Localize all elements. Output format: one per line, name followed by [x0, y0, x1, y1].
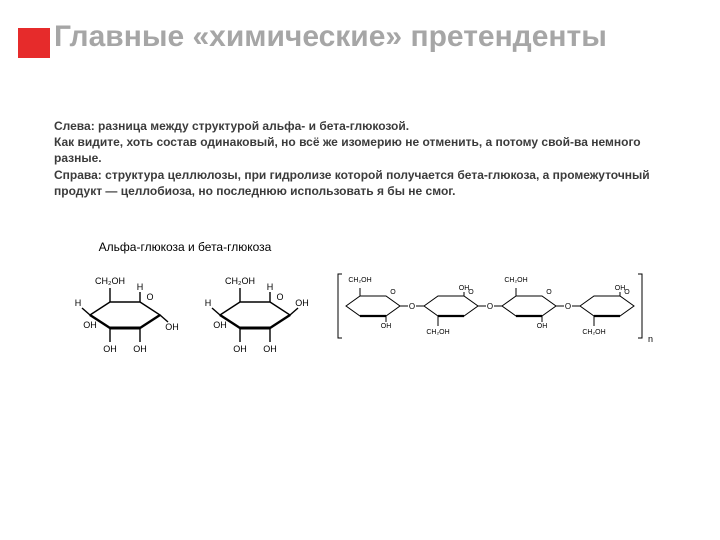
figure-left-caption: Альфа-глюкоза и бета-глюкоза — [60, 240, 310, 254]
cellulose-unit: CH₂OH OH O O — [502, 277, 580, 330]
cellulose-unit: CH₂OH OH O O — [346, 277, 424, 330]
label-oh: OH — [263, 344, 277, 354]
alpha-glucose-diagram: CH₂OH O OH OH OH H H OH — [60, 260, 180, 370]
label-oh: OH — [133, 344, 147, 354]
accent-bar — [18, 28, 50, 58]
svg-text:n: n — [648, 334, 653, 344]
beta-glucose-diagram: CH₂OH O OH OH OH H H OH — [190, 260, 310, 370]
figure-left: Альфа-глюкоза и бета-глюкоза — [60, 240, 310, 370]
label-o: O — [146, 292, 153, 302]
svg-text:O: O — [624, 289, 630, 296]
svg-text:O: O — [468, 289, 474, 296]
slide: Главные «химические» претенденты Слева: … — [0, 0, 720, 540]
label-ch2oh: CH₂OH — [95, 276, 125, 286]
glucose-row: CH₂OH O OH OH OH H H OH — [60, 260, 310, 370]
svg-text:O: O — [409, 302, 415, 311]
svg-text:CH₂OH: CH₂OH — [504, 277, 527, 284]
figure-right: CH₂OHOHOOCH₂OHOHOOCH₂OHOHOOCH₂OHOHOn — [334, 266, 674, 346]
body-line-1: Слева: разница между структурой альфа- и… — [54, 119, 409, 133]
label-h: H — [75, 298, 82, 308]
body-text: Слева: разница между структурой альфа- и… — [54, 118, 666, 199]
label-h: H — [267, 282, 274, 292]
label-oh: OH — [233, 344, 247, 354]
slide-title: Главные «химические» претенденты — [54, 20, 654, 55]
label-oh: OH — [165, 322, 179, 332]
svg-text:O: O — [390, 289, 396, 296]
cellulose-diagram: CH₂OHOHOOCH₂OHOHOOCH₂OHOHOOCH₂OHOHOn — [334, 266, 674, 346]
label-oh: OH — [213, 320, 227, 330]
cellulose-unit: CH₂OHOHO — [580, 285, 634, 336]
svg-text:O: O — [487, 302, 493, 311]
svg-text:OH: OH — [381, 323, 392, 330]
label-oh: OH — [295, 298, 309, 308]
cellulose-unit: CH₂OHOHOO — [424, 285, 502, 336]
svg-text:OH: OH — [537, 323, 548, 330]
label-oh: OH — [83, 320, 97, 330]
label-o: O — [276, 292, 283, 302]
svg-text:O: O — [565, 302, 571, 311]
label-h: H — [205, 298, 212, 308]
svg-text:CH₂OH: CH₂OH — [582, 329, 605, 336]
body-line-3: Справа: структура целлюлозы, при гидроли… — [54, 168, 650, 198]
figures-row: Альфа-глюкоза и бета-глюкоза — [60, 240, 674, 370]
svg-text:CH₂OH: CH₂OH — [426, 329, 449, 336]
svg-text:O: O — [546, 289, 552, 296]
body-line-2: Как видите, хоть состав одинаковый, но в… — [54, 135, 641, 165]
label-h: H — [137, 282, 144, 292]
label-ch2oh: CH₂OH — [225, 276, 255, 286]
label-oh: OH — [103, 344, 117, 354]
svg-text:CH₂OH: CH₂OH — [348, 277, 371, 284]
